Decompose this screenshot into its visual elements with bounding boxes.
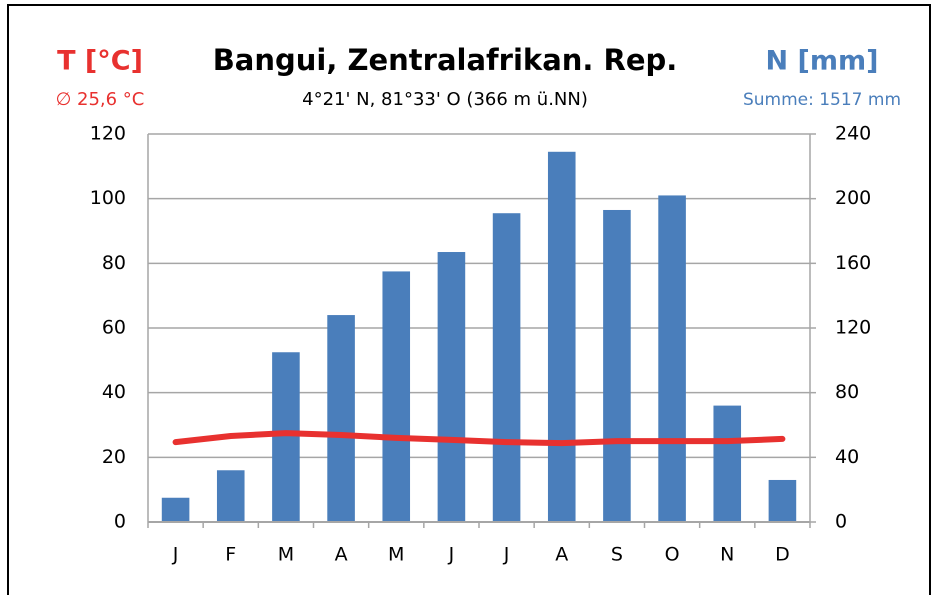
y2-tick-label: 160	[835, 252, 871, 274]
chart-subtitle: 4°21' N, 81°33' O (366 m ü.NN)	[302, 89, 588, 110]
y2-axis-note: Summe: 1517 mm	[743, 90, 901, 110]
x-tick-label: D	[775, 544, 790, 566]
bar	[768, 479, 797, 522]
y2-tick-label: 120	[835, 317, 871, 339]
x-tick-label: M	[278, 544, 294, 566]
bar	[658, 195, 686, 522]
bar	[327, 315, 355, 522]
bar	[161, 497, 190, 522]
x-tick-label: A	[555, 544, 568, 566]
bar	[382, 271, 411, 522]
y-axis-label: T [°C]	[57, 46, 143, 77]
x-tick-label: N	[720, 544, 734, 566]
x-tick-label: O	[665, 544, 680, 566]
y2-tick-label: 200	[835, 187, 871, 209]
y-tick-label: 40	[102, 381, 126, 403]
y-axis-note: ∅ 25,6 °C	[56, 89, 145, 110]
bar	[603, 209, 631, 522]
y-tick-label: 120	[90, 123, 126, 145]
y2-tick-label: 80	[835, 381, 859, 403]
y-tick-label: 80	[102, 252, 126, 274]
bar	[713, 405, 742, 522]
y-tick-label: 100	[90, 187, 126, 209]
x-tick-label: J	[448, 544, 455, 566]
frame	[7, 4, 931, 595]
temperature-line	[172, 430, 786, 447]
y2-tick-label: 40	[835, 446, 859, 468]
x-tick-label: F	[225, 544, 236, 566]
x-tick-label: S	[611, 544, 623, 566]
x-tick-label: A	[335, 544, 348, 566]
chart-title: Bangui, Zentralafrikan. Rep.	[213, 43, 678, 77]
bar	[272, 352, 300, 522]
y-tick-label: 0	[114, 511, 126, 533]
y2-axis-label: N [mm]	[766, 46, 879, 77]
bar	[216, 470, 245, 522]
bar	[437, 252, 466, 522]
y2-tick-label: 240	[835, 123, 871, 145]
y-tick-label: 20	[102, 446, 126, 468]
x-tick-label: J	[503, 544, 510, 566]
y2-tick-label: 0	[835, 511, 847, 533]
x-tick-label: M	[388, 544, 404, 566]
bar	[547, 151, 576, 523]
y-tick-label: 60	[102, 317, 126, 339]
bar	[492, 213, 521, 522]
x-tick-label: J	[172, 544, 179, 566]
